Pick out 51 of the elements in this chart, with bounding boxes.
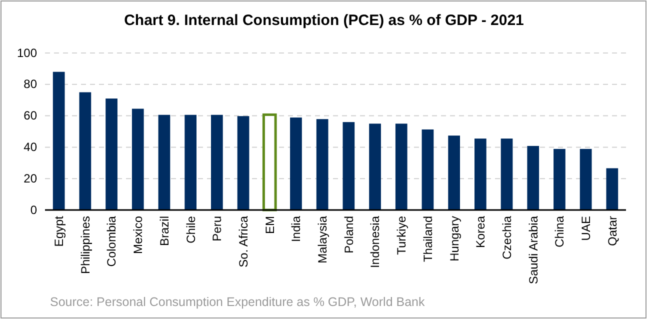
bar — [527, 146, 540, 210]
bar — [106, 98, 118, 210]
y-tick-label: 80 — [24, 77, 38, 92]
x-tick-label: Qatar — [605, 216, 620, 246]
x-tick-label: Malaysia — [316, 216, 330, 264]
y-tick-label: 40 — [24, 140, 38, 154]
x-tick-label: Korea — [474, 216, 488, 248]
source-note: Source: Personal Consumption Expenditure as % GDP, World Bank — [50, 295, 426, 309]
bar — [580, 148, 592, 210]
bar — [369, 124, 381, 210]
bar — [52, 72, 65, 210]
x-tick-label: UAE — [579, 216, 594, 241]
x-tick-label: Brazil — [157, 216, 172, 246]
bar — [184, 114, 197, 210]
x-tick-label: Poland — [342, 216, 356, 254]
bar — [132, 108, 144, 210]
x-tick-label: EM — [262, 216, 277, 234]
bar — [79, 92, 92, 210]
x-tick-label: Indonesia — [368, 216, 382, 268]
bar — [500, 138, 513, 210]
bar — [237, 116, 250, 210]
x-tick-label: Colombia — [104, 216, 119, 267]
x-tick-label: Turkiye — [394, 216, 409, 255]
x-tick-label: Chile — [184, 216, 198, 244]
bar — [158, 114, 170, 210]
bar — [290, 118, 302, 210]
bar — [211, 114, 223, 210]
x-tick-label: Thailand — [420, 216, 435, 262]
bar — [448, 136, 460, 210]
bar — [422, 129, 434, 210]
y-tick-label: 60 — [24, 108, 38, 123]
x-tick-label: China — [552, 216, 567, 248]
bar — [342, 122, 355, 210]
bar — [316, 119, 328, 210]
bar — [474, 138, 486, 210]
y-tick-label: 20 — [24, 171, 38, 186]
x-tick-label: Hungary — [447, 216, 462, 262]
chart-title: Chart 9. Internal Consumption (PCE) as % of GDP - 2021 — [124, 12, 524, 29]
y-tick-label: 0 — [30, 202, 38, 217]
bar — [554, 148, 566, 210]
x-tick-label: Czechia — [500, 216, 514, 260]
y-tick-label: 100 — [16, 46, 38, 60]
x-tick-label: India — [289, 216, 304, 242]
x-tick-label: So. Africa — [236, 216, 250, 268]
x-tick-label: Mexico — [131, 216, 146, 254]
bar — [395, 124, 408, 210]
x-tick-label: Egypt — [52, 215, 66, 247]
x-tick-label: Saudi Arabia — [526, 216, 540, 284]
bar — [606, 168, 618, 210]
x-tick-label: Peru — [210, 216, 224, 242]
x-tick-label: Philippines — [78, 216, 92, 274]
